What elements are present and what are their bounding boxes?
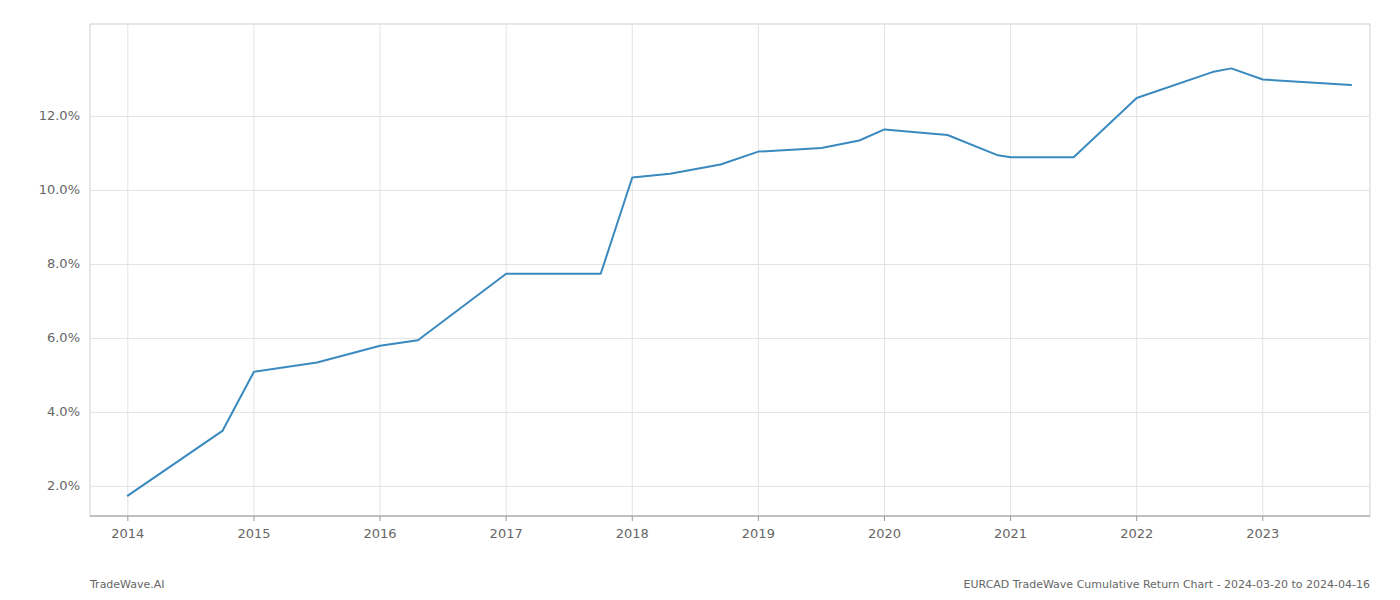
x-grid-line — [253, 24, 254, 516]
chart-container: 2.0% 4.0% 6.0% 8.0% 10.0% 12.0% 2014 2015 2016 20… — [0, 0, 1400, 600]
data-line — [128, 68, 1351, 495]
x-grid-line — [884, 24, 885, 516]
x-tick-mark — [1262, 516, 1263, 521]
x-tick-label: 2021 — [994, 526, 1027, 541]
x-tick-mark — [884, 516, 885, 521]
x-grid-line — [1262, 24, 1263, 516]
grid — [90, 24, 1370, 516]
y-tick-label: 10.0% — [39, 182, 80, 197]
chart-svg: 2.0% 4.0% 6.0% 8.0% 10.0% 12.0% 2014 2015 2016 20… — [0, 0, 1400, 600]
axes: 2.0% 4.0% 6.0% 8.0% 10.0% 12.0% 2014 2015 2016 20… — [39, 108, 1370, 541]
y-tick-label: 8.0% — [47, 256, 80, 271]
x-tick-label: 2023 — [1246, 526, 1279, 541]
y-grid-line — [90, 264, 1370, 265]
x-grid-line — [1010, 24, 1011, 516]
x-tick-mark — [758, 516, 759, 521]
y-tick-label: 2.0% — [47, 478, 80, 493]
y-grid-line — [90, 190, 1370, 191]
x-grid-line — [127, 24, 128, 516]
y-tick-label: 4.0% — [47, 404, 80, 419]
x-tick-mark — [127, 516, 128, 521]
x-tick-label: 2014 — [111, 526, 144, 541]
data-layer — [128, 68, 1351, 495]
x-tick-label: 2017 — [490, 526, 523, 541]
y-grid-line — [90, 412, 1370, 413]
y-grid-line — [90, 116, 1370, 117]
x-tick-mark — [632, 516, 633, 521]
x-tick-label: 2019 — [742, 526, 775, 541]
x-grid-line — [632, 24, 633, 516]
x-tick-mark — [253, 516, 254, 521]
x-tick-mark — [380, 516, 381, 521]
x-axis-line — [90, 516, 1370, 517]
footer-right: EURCAD TradeWave Cumulative Return Chart… — [964, 578, 1370, 591]
x-tick-label: 2016 — [364, 526, 397, 541]
x-grid-line — [380, 24, 381, 516]
x-tick-mark — [506, 516, 507, 521]
x-tick-label: 2020 — [868, 526, 901, 541]
y-tick-label: 6.0% — [47, 330, 80, 345]
x-tick-label: 2015 — [237, 526, 270, 541]
x-grid-line — [506, 24, 507, 516]
x-tick-mark — [1010, 516, 1011, 521]
x-tick-mark — [1136, 516, 1137, 521]
x-tick-label: 2022 — [1120, 526, 1153, 541]
x-tick-label: 2018 — [616, 526, 649, 541]
y-tick-label: 12.0% — [39, 108, 80, 123]
footer-left: TradeWave.AI — [89, 578, 165, 591]
y-grid-line — [90, 338, 1370, 339]
plot-frame — [90, 24, 1370, 516]
y-grid-line — [90, 486, 1370, 487]
x-grid-line — [758, 24, 759, 516]
